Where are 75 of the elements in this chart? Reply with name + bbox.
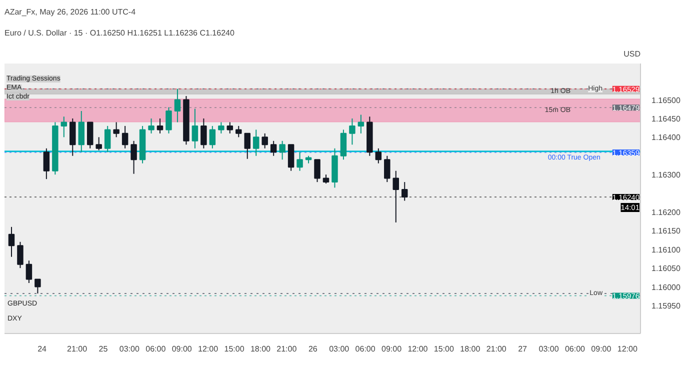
candlestick [130, 140, 137, 174]
x-tick-label: 09:00 [172, 344, 192, 354]
y-tick-label: 1.16050 [652, 264, 681, 274]
candlestick [148, 118, 154, 134]
y-tick-label: 1.16000 [652, 282, 681, 292]
chart-subtitle: AZar_Fx, May 26, 2026 11:00 UTC-4 [4, 8, 136, 16]
candlestick [26, 260, 32, 284]
candlestick [200, 118, 207, 149]
x-tick-label: 12:00 [198, 344, 219, 354]
candlestick [104, 125, 111, 153]
candlestick [8, 226, 15, 258]
text: USD [624, 50, 641, 58]
candlestick [375, 148, 382, 164]
x-tick-label: 06:00 [355, 344, 376, 354]
y-tick-label: 1.15950 [652, 301, 681, 310]
x-tick-label: 15:00 [434, 344, 454, 354]
candlestick [192, 108, 198, 149]
candlestick [209, 125, 216, 149]
candlestick [17, 241, 24, 269]
y-tick-label: 1.16450 [652, 114, 681, 124]
y-tick-label: 1.16400 [652, 133, 681, 142]
candlestick [78, 110, 84, 153]
candlestick [252, 129, 260, 156]
x-tick-label: 18:00 [250, 344, 272, 354]
x-tick-label: 03:00 [119, 344, 140, 354]
candlestick [279, 140, 286, 160]
x-tick-label: 12:00 [617, 344, 638, 354]
y-tick-label: 1.16500 [652, 96, 681, 105]
x-tick-label: 18:00 [460, 344, 481, 354]
candlestick [288, 144, 294, 172]
candlestick [34, 278, 41, 294]
candlestick [86, 122, 94, 149]
candlestick [358, 114, 364, 134]
y-tick-label: 1.16200 [652, 208, 681, 217]
x-tick-label: 25 [98, 344, 108, 354]
candlestick [314, 159, 320, 183]
candlestick [226, 122, 234, 134]
x-tick-label: 21:00 [67, 344, 88, 354]
x-tick-label: 06:00 [564, 344, 586, 354]
candlestick [218, 122, 224, 134]
x-tick-label: 27 [518, 344, 528, 354]
x-tick-label: 09:00 [382, 344, 402, 354]
candlestick [166, 106, 172, 134]
candlestick [113, 122, 120, 138]
candlestick [43, 148, 50, 180]
x-tick-label: 09:00 [591, 344, 612, 354]
candlestick [402, 182, 408, 202]
candlestick [244, 132, 250, 160]
x-tick-label: 12:00 [408, 344, 428, 354]
y-tick-label: 1.16150 [652, 226, 681, 236]
candlestick [262, 132, 268, 149]
x-tick-label: 26 [308, 344, 318, 354]
y-tick-label: 1.16100 [652, 245, 681, 254]
candlestick [270, 140, 277, 156]
x-tick-label: 03:00 [329, 344, 350, 354]
candlestick [349, 118, 356, 146]
x-tick-label: 06:00 [146, 344, 166, 354]
candlestick [122, 125, 128, 149]
candlestick [392, 170, 400, 223]
x-tick-label: 24 [38, 344, 48, 354]
candlestick [296, 152, 303, 172]
x-tick-label: 21:00 [486, 344, 507, 354]
candlestick [174, 88, 181, 123]
candlestick [236, 125, 242, 138]
candlestick [60, 116, 68, 138]
candlestick [70, 118, 76, 156]
y-tick-label: 1.16300 [652, 170, 681, 180]
candlestick [96, 136, 102, 151]
candlestick [384, 155, 390, 183]
chart-title: Euro / U.S. Dollar · 15 · O1.16250 H1.16251 L1.16236 C1.16240 [4, 28, 235, 38]
x-tick-label: 03:00 [538, 344, 560, 354]
x-tick-label: 21:00 [276, 344, 298, 354]
candlestick [156, 118, 164, 134]
candlestick [340, 129, 347, 160]
x-tick-label: 15:00 [224, 344, 245, 354]
